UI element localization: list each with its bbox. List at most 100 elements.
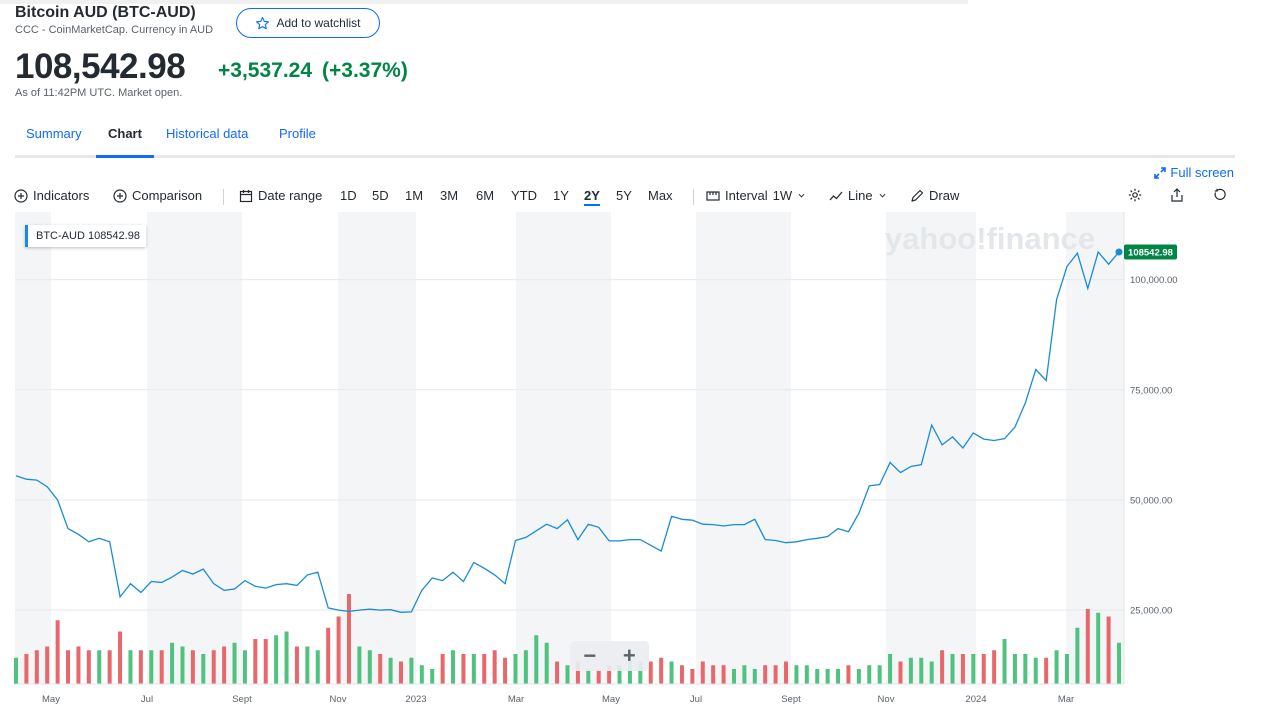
volume-bar bbox=[388, 657, 393, 684]
price-chart-svg: yahoo!finance 100,000.00 75,000.00 50,000.… bbox=[14, 212, 1178, 705]
plus-circle-icon bbox=[14, 188, 28, 203]
volume-bar bbox=[596, 669, 601, 684]
range-5y[interactable]: 5Y bbox=[616, 188, 632, 203]
price-chart[interactable]: yahoo!finance 100,000.00 75,000.00 50,000.… bbox=[0, 212, 1261, 727]
range-max[interactable]: Max bbox=[648, 188, 673, 203]
last-price-label: 108542.98 bbox=[1128, 248, 1173, 259]
range-1m[interactable]: 1M bbox=[405, 188, 424, 203]
volume-bar bbox=[721, 665, 726, 684]
pencil-icon bbox=[911, 189, 924, 202]
toolbar-divider bbox=[223, 189, 224, 205]
share-icon bbox=[1171, 188, 1183, 202]
chevron-down-icon bbox=[798, 193, 805, 198]
volume-bar bbox=[731, 669, 736, 684]
volume-bar bbox=[274, 635, 279, 684]
volume-bar bbox=[149, 650, 154, 684]
legend-symbol: BTC-AUD bbox=[36, 230, 85, 242]
volume-bar bbox=[471, 654, 476, 684]
volume-bar bbox=[815, 669, 820, 684]
tab-chart[interactable]: Chart bbox=[108, 126, 142, 141]
toolbar-divider bbox=[693, 189, 694, 205]
volume-bar bbox=[315, 650, 320, 684]
volume-bar bbox=[752, 669, 757, 684]
comparison-button[interactable]: Comparison bbox=[113, 188, 202, 203]
x-tick-label: Nov bbox=[878, 694, 895, 705]
volume-bar bbox=[45, 646, 50, 684]
tab-summary[interactable]: Summary bbox=[26, 126, 82, 141]
volume-bar bbox=[763, 665, 768, 684]
share-button[interactable] bbox=[1170, 188, 1184, 202]
interval-dropdown[interactable]: Interval 1W bbox=[706, 188, 806, 203]
volume-bar bbox=[378, 654, 383, 684]
range-2y[interactable]: 2Y bbox=[584, 188, 600, 206]
volume-bar bbox=[565, 665, 570, 684]
volume-bar bbox=[544, 642, 549, 684]
volume-bar bbox=[503, 657, 508, 684]
chart-type-dropdown[interactable]: Line bbox=[829, 188, 887, 203]
plus-circle-icon bbox=[113, 188, 127, 203]
month-band bbox=[338, 212, 416, 684]
volume-bar bbox=[326, 627, 331, 684]
volume-bar bbox=[981, 654, 986, 684]
volume-bar bbox=[773, 665, 778, 684]
x-tick-label: Sept bbox=[232, 694, 252, 705]
range-ytd[interactable]: YTD bbox=[511, 188, 537, 203]
volume-bar bbox=[1023, 654, 1028, 684]
chart-type-label: Line bbox=[848, 188, 873, 203]
x-tick-label: Jul bbox=[141, 694, 153, 705]
gear-icon bbox=[1128, 188, 1142, 202]
expand-icon bbox=[1154, 166, 1167, 179]
volume-bar bbox=[14, 657, 18, 684]
zoom-out-button[interactable]: − bbox=[583, 643, 597, 668]
draw-button[interactable]: Draw bbox=[910, 188, 959, 203]
range-6m[interactable]: 6M bbox=[476, 188, 495, 203]
volume-bar bbox=[617, 665, 622, 684]
date-range-button[interactable]: Date range bbox=[239, 188, 322, 203]
volume-bar bbox=[336, 616, 341, 684]
volume-bar bbox=[222, 646, 227, 684]
volume-bar bbox=[440, 654, 445, 684]
volume-bar bbox=[253, 639, 258, 684]
range-1d[interactable]: 1D bbox=[340, 188, 357, 203]
volume-bar bbox=[201, 654, 206, 684]
price-change: +3,537.24 (+3.37%) bbox=[218, 59, 418, 83]
price-change-percent: (+3.37%) bbox=[322, 59, 408, 82]
settings-button[interactable] bbox=[1128, 188, 1142, 202]
last-price-dot bbox=[1115, 248, 1123, 256]
active-tab-indicator bbox=[96, 155, 154, 158]
star-icon bbox=[256, 16, 270, 29]
volume-bar bbox=[627, 661, 632, 684]
line-chart-icon bbox=[829, 191, 843, 200]
volume-bar bbox=[482, 654, 487, 684]
full-screen-button[interactable]: Full screen bbox=[1154, 165, 1234, 180]
volume-bar bbox=[1106, 616, 1111, 684]
volume-bar bbox=[1054, 650, 1059, 684]
volume-bar bbox=[784, 661, 789, 684]
volume-bar bbox=[825, 669, 830, 684]
volume-bar bbox=[586, 669, 591, 684]
tab-historical-data[interactable]: Historical data bbox=[166, 126, 249, 141]
current-price: 108,542.98 bbox=[15, 47, 186, 86]
volume-bar bbox=[648, 661, 653, 684]
volume-bar bbox=[846, 665, 851, 684]
range-3m[interactable]: 3M bbox=[440, 188, 459, 203]
volume-bar bbox=[159, 650, 164, 684]
volume-bar bbox=[211, 650, 216, 684]
volume-bar bbox=[700, 661, 705, 684]
x-tick-label: Mar bbox=[508, 694, 524, 705]
reset-button[interactable] bbox=[1212, 188, 1226, 202]
range-5d[interactable]: 5D bbox=[372, 188, 389, 203]
volume-bar bbox=[86, 650, 91, 684]
volume-bar bbox=[66, 650, 71, 684]
volume-bar bbox=[451, 650, 456, 684]
add-to-watchlist-button[interactable]: Add to watchlist bbox=[236, 8, 380, 38]
indicators-button[interactable]: Indicators bbox=[14, 188, 89, 203]
zoom-in-button[interactable]: + bbox=[622, 643, 636, 668]
exchange-subtitle: CCC - CoinMarketCap. Currency in AUD bbox=[15, 24, 214, 36]
tab-profile[interactable]: Profile bbox=[279, 126, 316, 141]
volume-bar bbox=[919, 657, 924, 684]
volume-bar bbox=[399, 661, 404, 684]
range-1y[interactable]: 1Y bbox=[553, 188, 569, 203]
x-tick-label: 2024 bbox=[965, 694, 986, 705]
volume-bar bbox=[138, 650, 143, 684]
